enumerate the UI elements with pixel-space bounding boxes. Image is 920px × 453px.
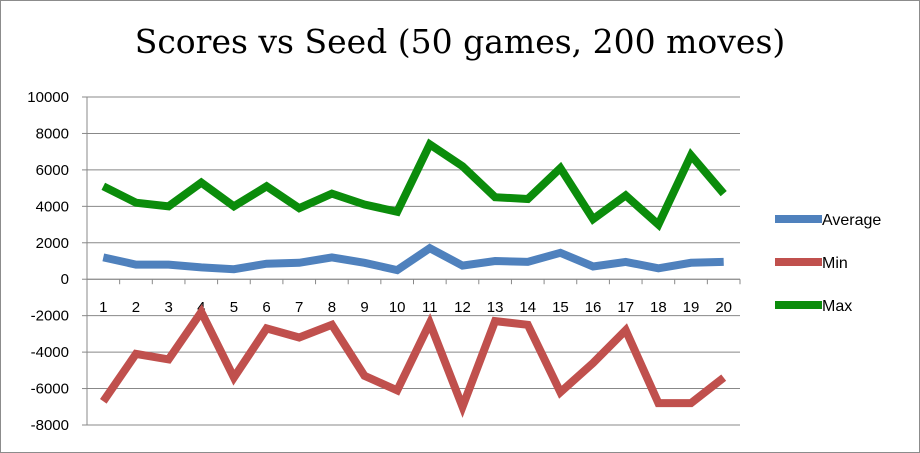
y-tick-label: 4000 xyxy=(36,198,69,215)
series-line-min xyxy=(100,304,727,418)
y-tick-label: 2000 xyxy=(36,235,69,252)
x-tick-label: 12 xyxy=(454,299,471,316)
y-tick-label: 10000 xyxy=(27,89,69,106)
y-tick-label: 6000 xyxy=(36,162,69,179)
y-tick-label: -2000 xyxy=(31,308,69,325)
x-tick-label: 9 xyxy=(360,299,368,316)
y-tick-label: 0 xyxy=(61,271,69,288)
x-tick-label: 13 xyxy=(487,299,504,316)
x-tick-label: 19 xyxy=(683,299,700,316)
y-axis: 10000 8000 6000 4000 2000 0 -2000 -4000 -6000 -80… xyxy=(27,89,88,434)
y-tick-label: -4000 xyxy=(31,344,69,361)
x-tick-label: 5 xyxy=(230,299,238,316)
x-tick-label: 11 xyxy=(422,299,438,316)
x-tick-label: 1 xyxy=(99,299,107,316)
legend-label-min: Min xyxy=(822,255,848,272)
y-tick-label: 8000 xyxy=(36,125,69,142)
x-tick-label: 7 xyxy=(295,299,303,316)
y-tick-label: -8000 xyxy=(31,417,69,434)
series-line-average xyxy=(102,243,724,275)
legend-label-average: Average xyxy=(822,212,881,229)
x-tick-label: 18 xyxy=(650,299,667,316)
x-axis: 1 2 3 4 5 6 7 8 9 10 11 12 13 14 15 16 17 18 19 20 xyxy=(86,278,741,316)
x-tick-label: 15 xyxy=(552,299,569,316)
chart-title: Scores vs Seed (50 games, 200 moves) xyxy=(134,22,786,61)
x-tick-label: 16 xyxy=(585,299,602,316)
series-lines xyxy=(100,138,727,418)
x-tick-label: 6 xyxy=(262,299,270,316)
x-tick-label: 2 xyxy=(132,299,140,316)
legend: Average Min Max xyxy=(775,212,881,315)
x-tick-label: 8 xyxy=(328,299,336,316)
x-tick-label: 3 xyxy=(164,299,172,316)
series-line-max xyxy=(101,138,727,232)
x-tick-label: 17 xyxy=(617,299,634,316)
x-tick-label: 20 xyxy=(715,299,732,316)
x-tick-label: 14 xyxy=(519,299,536,316)
y-tick-label: -6000 xyxy=(31,381,69,398)
legend-label-max: Max xyxy=(822,298,852,315)
x-tick-label: 10 xyxy=(389,299,406,316)
